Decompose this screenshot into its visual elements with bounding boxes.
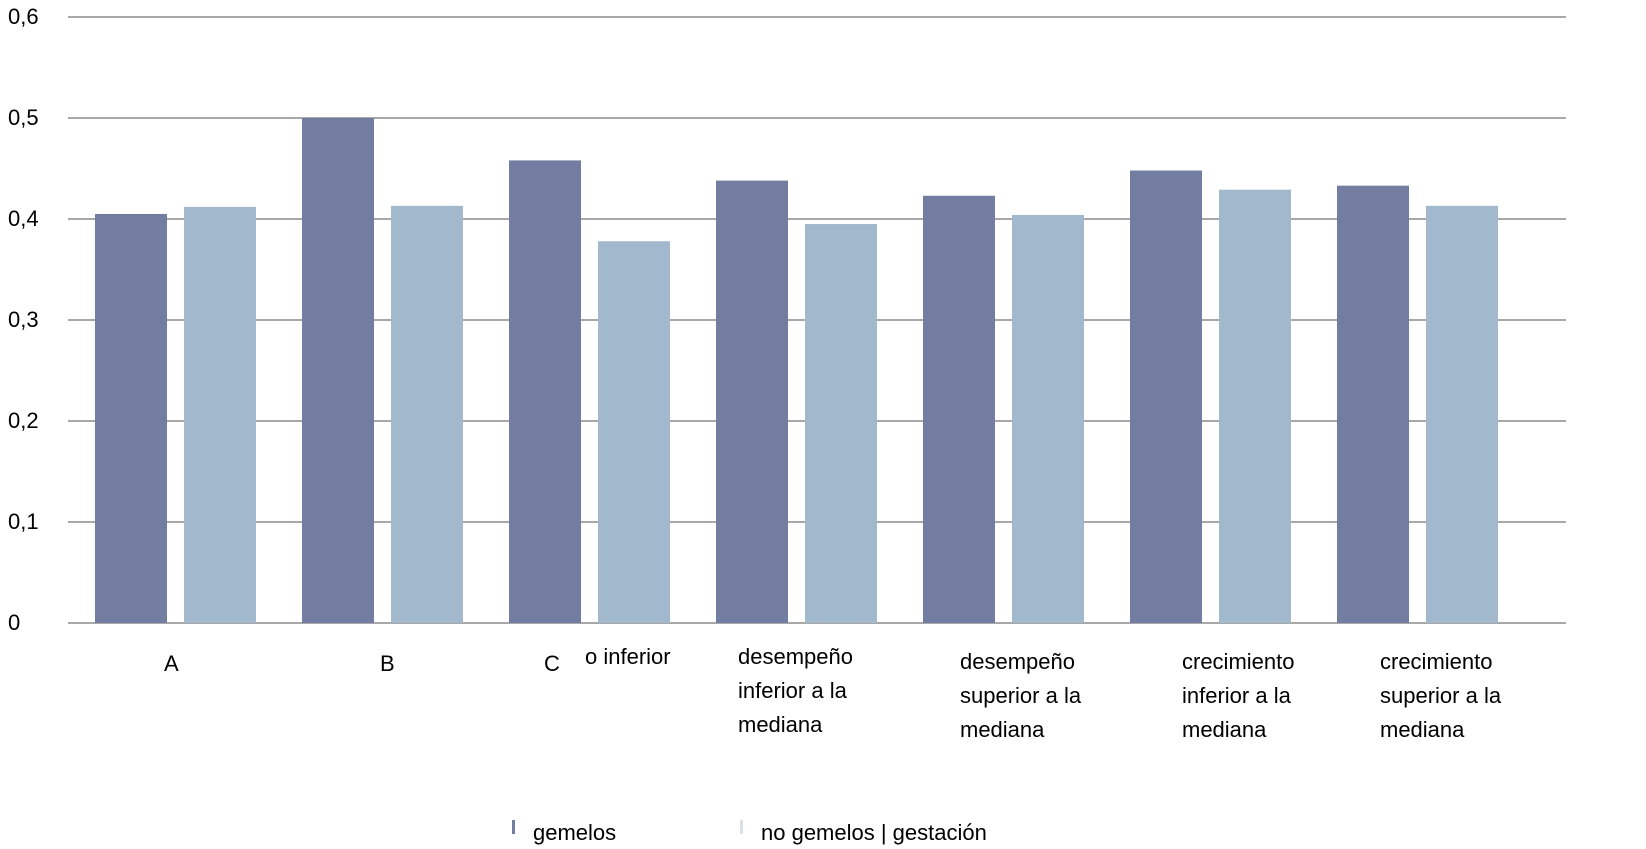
legend-swatch-gemelos (512, 820, 515, 834)
bar-gemelos-4 (716, 180, 788, 623)
y-tick-label: 0,6 (8, 4, 39, 29)
bar-no-gemelos-1 (184, 206, 256, 623)
bar-no-gemelos-2 (391, 205, 463, 623)
y-tick-label: 0,1 (8, 509, 39, 534)
category-label-crecimiento-superior: crecimiento superior a la mediana (1380, 649, 1502, 742)
bar-gemelos-1 (95, 213, 167, 623)
legend-item-no-gemelos: no gemelos | gestación (740, 818, 987, 848)
category-label-desempeno-superior: desempeño superior a la mediana (960, 649, 1082, 742)
bar-gemelos-3 (509, 160, 581, 624)
legend-swatch-no-gemelos (740, 820, 743, 834)
bar-gemelos-5 (923, 195, 995, 623)
bar-no-gemelos-4 (805, 224, 877, 624)
bars (95, 118, 1498, 624)
bar-gemelos-6 (1130, 170, 1202, 623)
bar-no-gemelos-6 (1219, 189, 1291, 623)
category-label-c: C (544, 651, 560, 676)
bar-no-gemelos-3 (598, 241, 670, 623)
y-tick-label: 0,4 (8, 206, 39, 231)
y-tick-label: 0,2 (8, 408, 39, 433)
bar-gemelos-2 (302, 118, 374, 623)
y-tick-label: 0,3 (8, 307, 39, 332)
y-tick-label: 0,5 (8, 105, 39, 130)
bar-gemelos-7 (1337, 185, 1409, 624)
bar-no-gemelos-5 (1012, 214, 1084, 623)
category-label-desempeno-inferior: desempeño inferior a la mediana (738, 644, 853, 737)
legend-label-no-gemelos: no gemelos | gestación (761, 820, 987, 845)
legend-label-gemelos: gemelos (533, 820, 617, 845)
category-label-crecimiento-inferior: crecimiento inferior a la mediana (1182, 649, 1295, 742)
category-label-o-inferior: o inferior (585, 644, 671, 669)
y-axis-tick-labels: 0 0,1 0,2 0,3 0,4 0,5 0,6 (8, 4, 39, 635)
category-label-a: A (164, 651, 179, 676)
category-label-b: B (380, 651, 395, 676)
y-tick-label: 0 (8, 610, 20, 635)
legend-item-gemelos: gemelos (512, 818, 616, 848)
bar-no-gemelos-7 (1426, 205, 1498, 623)
